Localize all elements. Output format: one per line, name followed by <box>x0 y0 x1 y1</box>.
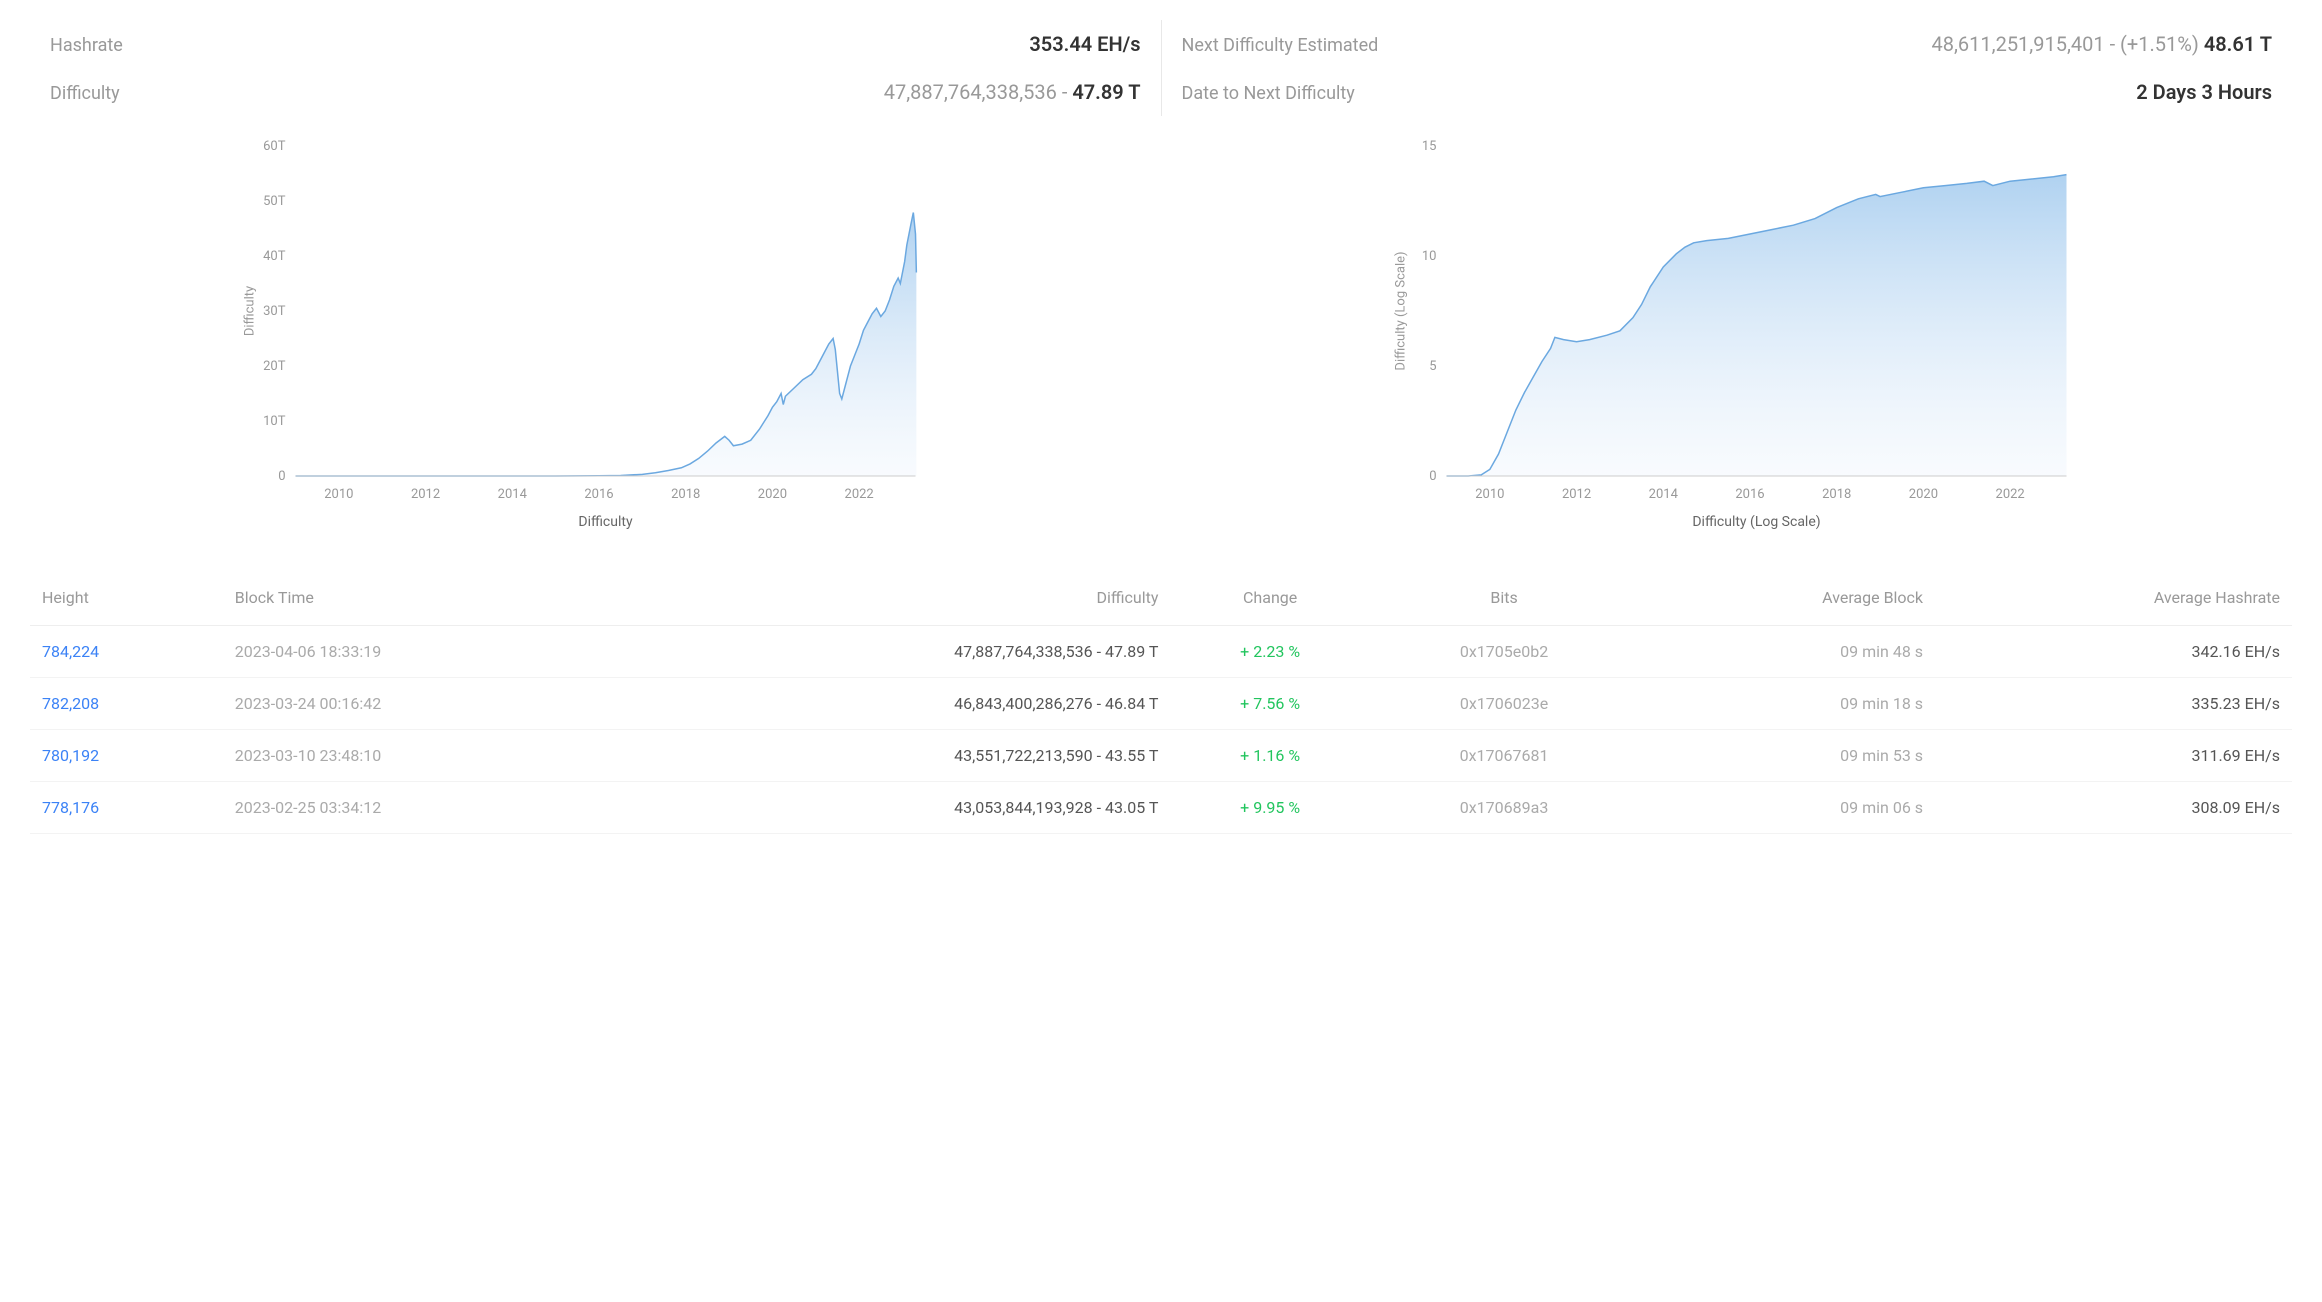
col-average-block: Average Block <box>1638 570 1935 626</box>
chart-linear: 0 10T 20T 30T 40T 50T 60T 2010 2012 2014 2016 2018 2… <box>30 136 1141 540</box>
cell-difficulty: 43,053,844,193,928 - 43.05 T <box>628 782 1170 834</box>
cell-avg-block: 09 min 48 s <box>1638 626 1935 678</box>
svg-text:2010: 2010 <box>324 487 353 502</box>
col-change: Change <box>1170 570 1370 626</box>
col-block-time: Block Time <box>223 570 628 626</box>
cell-height[interactable]: 784,224 <box>30 626 223 678</box>
svg-text:10: 10 <box>1422 249 1437 264</box>
difficulty-table: HeightBlock TimeDifficultyChangeBitsAver… <box>30 570 2292 834</box>
svg-text:50T: 50T <box>263 194 286 209</box>
cell-avg-hash: 342.16 EH/s <box>1935 626 2292 678</box>
svg-text:40T: 40T <box>263 249 286 264</box>
table-row: 778,1762023-02-25 03:34:1243,053,844,193… <box>30 782 2292 834</box>
stats-row: Hashrate 353.44 EH/s Difficulty 47,887,764,… <box>30 20 2292 116</box>
stat-line: Hashrate 353.44 EH/s <box>50 20 1141 68</box>
stat-label: Hashrate <box>50 35 123 56</box>
stat-line: Next Difficulty Estimated 48,611,251,915,… <box>1182 20 2273 68</box>
svg-text:2014: 2014 <box>498 487 528 502</box>
cell-bits: 0x170689a3 <box>1370 782 1638 834</box>
cell-avg-block: 09 min 18 s <box>1638 678 1935 730</box>
cell-avg-hash: 335.23 EH/s <box>1935 678 2292 730</box>
cell-height[interactable]: 782,208 <box>30 678 223 730</box>
stat-label: Difficulty <box>50 83 120 104</box>
svg-text:0: 0 <box>278 469 285 484</box>
svg-text:2016: 2016 <box>1735 487 1764 502</box>
svg-text:20T: 20T <box>263 359 286 374</box>
cell-difficulty: 46,843,400,286,276 - 46.84 T <box>628 678 1170 730</box>
cell-height[interactable]: 780,192 <box>30 730 223 782</box>
cell-avg-block: 09 min 06 s <box>1638 782 1935 834</box>
cell-change: + 9.95 % <box>1170 782 1370 834</box>
col-bits: Bits <box>1370 570 1638 626</box>
svg-text:2022: 2022 <box>845 487 874 502</box>
cell-difficulty: 43,551,722,213,590 - 43.55 T <box>628 730 1170 782</box>
svg-text:2020: 2020 <box>1909 487 1938 502</box>
stat-line: Difficulty 47,887,764,338,536 - 47.89 T <box>50 68 1141 116</box>
col-average-hashrate: Average Hashrate <box>1935 570 2292 626</box>
svg-text:2018: 2018 <box>1822 487 1851 502</box>
cell-time: 2023-04-06 18:33:19 <box>223 626 628 678</box>
svg-text:Difficulty: Difficulty <box>243 286 258 336</box>
svg-text:2012: 2012 <box>411 487 440 502</box>
cell-bits: 0x1705e0b2 <box>1370 626 1638 678</box>
chart-log: 0 5 10 15 2010 2012 2014 2016 2018 2020 2022 Diffic… <box>1181 136 2292 540</box>
cell-avg-hash: 311.69 EH/s <box>1935 730 2292 782</box>
cell-avg-hash: 308.09 EH/s <box>1935 782 2292 834</box>
svg-text:Difficulty (Log Scale): Difficulty (Log Scale) <box>1692 514 1820 530</box>
stat-value: 48,611,251,915,401 - (+1.51%) 48.61 T <box>1932 32 2273 56</box>
table-row: 784,2242023-04-06 18:33:1947,887,764,338… <box>30 626 2292 678</box>
cell-avg-block: 09 min 53 s <box>1638 730 1935 782</box>
svg-text:30T: 30T <box>263 304 286 319</box>
svg-text:Difficulty: Difficulty <box>578 514 633 530</box>
stat-value: 47,887,764,338,536 - 47.89 T <box>884 80 1141 104</box>
svg-text:2010: 2010 <box>1475 487 1504 502</box>
cell-change: + 1.16 % <box>1170 730 1370 782</box>
stat-value: 2 Days 3 Hours <box>2136 80 2272 104</box>
svg-text:2022: 2022 <box>1996 487 2025 502</box>
stat-line: Date to Next Difficulty 2 Days 3 Hours <box>1182 68 2273 116</box>
cell-change: + 7.56 % <box>1170 678 1370 730</box>
svg-text:2020: 2020 <box>758 487 787 502</box>
stat-label: Next Difficulty Estimated <box>1182 35 1379 56</box>
svg-text:5: 5 <box>1429 359 1436 374</box>
svg-text:Difficulty (Log Scale): Difficulty (Log Scale) <box>1394 251 1409 370</box>
charts-row: 0 10T 20T 30T 40T 50T 60T 2010 2012 2014 2016 2018 2… <box>30 136 2292 540</box>
table-row: 782,2082023-03-24 00:16:4246,843,400,286… <box>30 678 2292 730</box>
svg-text:10T: 10T <box>263 414 286 429</box>
stat-label: Date to Next Difficulty <box>1182 83 1355 104</box>
svg-text:2018: 2018 <box>671 487 700 502</box>
svg-text:2016: 2016 <box>584 487 613 502</box>
svg-text:2012: 2012 <box>1562 487 1591 502</box>
stats-right: Next Difficulty Estimated 48,611,251,915,… <box>1162 20 2293 116</box>
cell-time: 2023-02-25 03:34:12 <box>223 782 628 834</box>
cell-change: + 2.23 % <box>1170 626 1370 678</box>
col-difficulty: Difficulty <box>628 570 1170 626</box>
svg-text:2014: 2014 <box>1649 487 1679 502</box>
svg-text:15: 15 <box>1422 139 1437 154</box>
cell-difficulty: 47,887,764,338,536 - 47.89 T <box>628 626 1170 678</box>
cell-time: 2023-03-24 00:16:42 <box>223 678 628 730</box>
stat-value: 353.44 EH/s <box>1029 32 1140 56</box>
col-height: Height <box>30 570 223 626</box>
cell-time: 2023-03-10 23:48:10 <box>223 730 628 782</box>
cell-bits: 0x1706023e <box>1370 678 1638 730</box>
svg-text:60T: 60T <box>263 139 286 154</box>
stats-left: Hashrate 353.44 EH/s Difficulty 47,887,764,… <box>30 20 1162 116</box>
cell-bits: 0x17067681 <box>1370 730 1638 782</box>
cell-height[interactable]: 778,176 <box>30 782 223 834</box>
svg-text:0: 0 <box>1429 469 1436 484</box>
table-row: 780,1922023-03-10 23:48:1043,551,722,213… <box>30 730 2292 782</box>
